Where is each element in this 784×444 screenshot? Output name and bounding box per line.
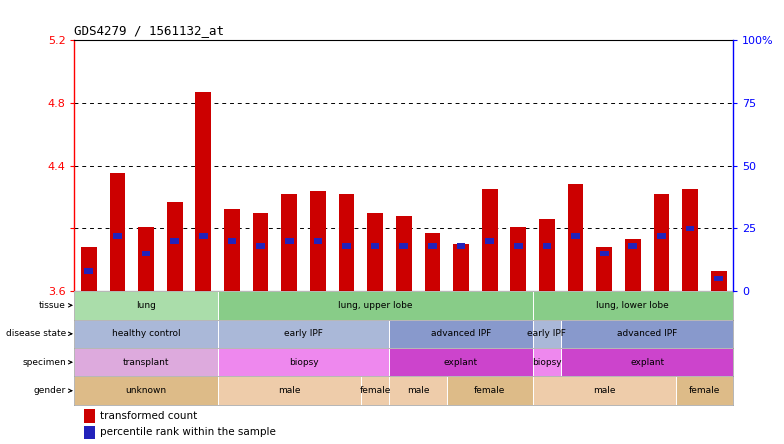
Bar — [74, 377, 218, 405]
Bar — [600, 251, 608, 256]
Bar — [568, 184, 583, 291]
Text: lung: lung — [136, 301, 156, 310]
Text: female: female — [688, 386, 720, 395]
Bar — [532, 377, 676, 405]
Text: GDS4279 / 1561132_at: GDS4279 / 1561132_at — [74, 24, 224, 37]
Bar — [485, 238, 494, 244]
Text: male: male — [278, 386, 300, 395]
Bar — [218, 320, 390, 348]
Bar — [85, 409, 95, 423]
Text: biopsy: biopsy — [532, 358, 562, 367]
Text: advanced IPF: advanced IPF — [617, 329, 677, 338]
Bar — [424, 233, 441, 291]
Text: male: male — [593, 386, 615, 395]
Bar — [457, 243, 466, 249]
Bar — [390, 377, 447, 405]
Bar — [256, 243, 265, 249]
Text: early IPF: early IPF — [528, 329, 566, 338]
Bar — [142, 251, 151, 256]
Text: gender: gender — [34, 386, 66, 395]
Bar — [396, 216, 412, 291]
Bar — [539, 219, 555, 291]
Bar — [686, 226, 695, 231]
Bar — [371, 243, 379, 249]
Bar — [682, 189, 698, 291]
Bar — [657, 233, 666, 238]
Bar — [428, 243, 437, 249]
Bar — [85, 268, 93, 274]
Bar — [113, 233, 122, 238]
Bar — [625, 239, 641, 291]
Text: explant: explant — [630, 358, 664, 367]
Text: male: male — [407, 386, 430, 395]
Bar — [447, 377, 532, 405]
Bar — [654, 194, 670, 291]
Text: female: female — [474, 386, 506, 395]
Bar — [561, 320, 733, 348]
Bar — [453, 244, 469, 291]
Bar — [310, 190, 325, 291]
Bar — [561, 348, 733, 377]
Bar — [532, 320, 561, 348]
Bar — [281, 194, 297, 291]
Bar — [110, 173, 125, 291]
Text: lung, upper lobe: lung, upper lobe — [338, 301, 412, 310]
Bar — [676, 377, 733, 405]
Text: transformed count: transformed count — [100, 411, 197, 421]
Bar — [339, 194, 354, 291]
Bar — [314, 238, 322, 244]
Bar — [482, 189, 498, 291]
Bar — [85, 425, 95, 439]
Bar — [218, 377, 361, 405]
Bar — [74, 320, 218, 348]
Bar — [167, 202, 183, 291]
Bar — [252, 213, 268, 291]
Text: disease state: disease state — [5, 329, 66, 338]
Text: explant: explant — [444, 358, 478, 367]
Bar — [532, 348, 561, 377]
Bar — [199, 233, 208, 238]
Bar — [597, 247, 612, 291]
Bar — [367, 213, 383, 291]
Text: transplant: transplant — [123, 358, 169, 367]
Text: advanced IPF: advanced IPF — [431, 329, 491, 338]
Bar — [390, 320, 532, 348]
Bar — [532, 291, 733, 320]
Bar — [285, 238, 293, 244]
Bar — [218, 291, 532, 320]
Bar — [514, 243, 523, 249]
Bar — [572, 233, 580, 238]
Bar — [629, 243, 637, 249]
Bar — [170, 238, 179, 244]
Bar — [74, 348, 218, 377]
Text: female: female — [359, 386, 390, 395]
Bar — [399, 243, 408, 249]
Bar — [138, 227, 154, 291]
Text: specimen: specimen — [22, 358, 66, 367]
Bar — [224, 210, 240, 291]
Text: tissue: tissue — [39, 301, 66, 310]
Bar — [81, 247, 96, 291]
Bar — [361, 377, 390, 405]
Bar — [714, 276, 723, 281]
Bar — [543, 243, 551, 249]
Text: healthy control: healthy control — [112, 329, 180, 338]
Text: biopsy: biopsy — [289, 358, 318, 367]
Bar — [711, 271, 727, 291]
Bar — [195, 92, 211, 291]
Text: lung, lower lobe: lung, lower lobe — [597, 301, 670, 310]
Text: unknown: unknown — [125, 386, 167, 395]
Bar — [227, 238, 236, 244]
Bar — [74, 291, 218, 320]
Bar — [342, 243, 350, 249]
Text: early IPF: early IPF — [284, 329, 323, 338]
Bar — [390, 348, 532, 377]
Bar — [218, 348, 390, 377]
Text: percentile rank within the sample: percentile rank within the sample — [100, 427, 275, 437]
Bar — [510, 227, 526, 291]
